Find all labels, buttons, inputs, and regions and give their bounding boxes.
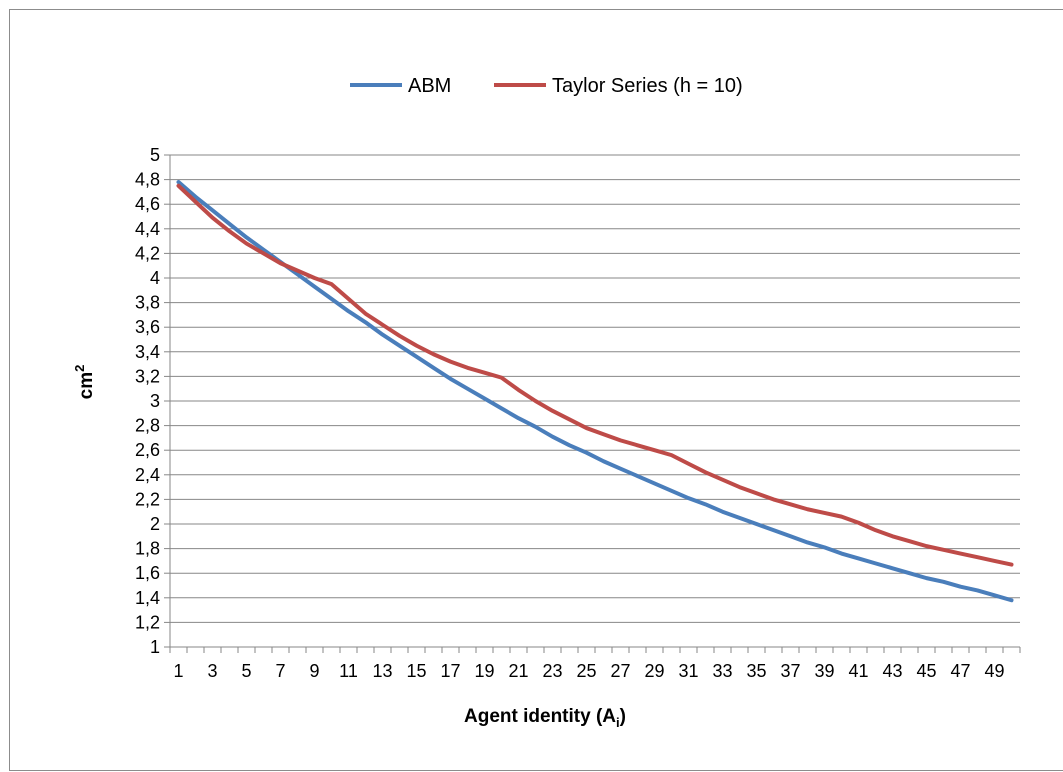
- y-tick-label: 2: [150, 514, 160, 534]
- line-chart: 1 1,2 1,4 1,6 1,8 2 2,2 2,4 2,6 2,8 3 3,2 3,4 3,6 3,8 4…: [72, 75, 1021, 730]
- y-axis-title: cm2: [72, 365, 97, 400]
- y-tick-label: 3,8: [135, 293, 160, 313]
- y-tick-label: 1,2: [135, 612, 160, 632]
- y-tick-label: 3,6: [135, 317, 160, 337]
- x-tick-label: 7: [275, 661, 285, 681]
- y-tick-label: 4,4: [135, 219, 160, 239]
- legend-label-1: Taylor Series (h = 10): [552, 75, 743, 97]
- x-tick-labels: 1 3 5 7 9 11 13 15 17 19 21 23 25 27 29 31 33 35 37 39 41 43 4…: [173, 661, 1004, 681]
- legend: ABM Taylor Series (h = 10): [350, 75, 743, 97]
- legend-label-0: ABM: [408, 75, 451, 97]
- x-tick-label: 3: [207, 661, 217, 681]
- x-tick-label: 17: [440, 661, 460, 681]
- y-tick-label: 2,6: [135, 440, 160, 460]
- y-tick-label: 1,4: [135, 588, 160, 608]
- x-tick-label: 5: [241, 661, 251, 681]
- series-line-1: [176, 183, 1014, 567]
- x-tick-label: 29: [644, 661, 664, 681]
- y-tick-labels: 1 1,2 1,4 1,6 1,8 2 2,2 2,4 2,6 2,8 3 3,2 3,4 3,6 3,8 4…: [135, 145, 160, 657]
- series-lines: [176, 180, 1014, 603]
- x-tick-label: 33: [712, 661, 732, 681]
- x-tick-label: 21: [508, 661, 528, 681]
- x-tick-label: 25: [576, 661, 596, 681]
- y-tick-label: 1,8: [135, 539, 160, 559]
- y-tick-label: 4: [150, 268, 160, 288]
- y-tick-label: 2,4: [135, 465, 160, 485]
- x-tick-label: 27: [610, 661, 630, 681]
- chart-frame: 1 1,2 1,4 1,6 1,8 2 2,2 2,4 2,6 2,8 3 3,2 3,4 3,6 3,8 4…: [9, 9, 1063, 771]
- series-line-0: [176, 180, 1014, 603]
- x-tick-label: 13: [372, 661, 392, 681]
- x-tick-label: 45: [916, 661, 936, 681]
- y-tick-label: 4,2: [135, 243, 160, 263]
- x-tick-label: 23: [542, 661, 562, 681]
- y-tick-label: 3,2: [135, 366, 160, 386]
- axes: [164, 154, 1021, 653]
- x-axis-title: Agent identity (Ai): [464, 706, 626, 730]
- y-tick-label: 4,6: [135, 194, 160, 214]
- x-tick-label: 19: [474, 661, 494, 681]
- x-tick-label: 47: [950, 661, 970, 681]
- x-tick-label: 43: [882, 661, 902, 681]
- y-tick-label: 1,6: [135, 563, 160, 583]
- x-tick-label: 49: [984, 661, 1004, 681]
- x-tick-label: 9: [309, 661, 319, 681]
- x-tick-label: 37: [780, 661, 800, 681]
- y-tick-label: 2,8: [135, 416, 160, 436]
- x-tick-label: 31: [678, 661, 698, 681]
- x-tick-label: 35: [746, 661, 766, 681]
- y-tick-label: 3: [150, 391, 160, 411]
- x-tick-label: 15: [406, 661, 426, 681]
- gridlines: [170, 154, 1020, 623]
- y-tick-label: 5: [150, 145, 160, 165]
- y-tick-label: 3,4: [135, 342, 160, 362]
- x-tick-label: 11: [339, 661, 358, 681]
- x-tick-label: 39: [814, 661, 834, 681]
- y-tick-label: 4,8: [135, 170, 160, 190]
- x-tick-label: 41: [848, 661, 868, 681]
- y-tick-label: 2,2: [135, 489, 160, 509]
- y-tick-label: 1: [150, 637, 160, 657]
- x-tick-label: 1: [173, 661, 183, 681]
